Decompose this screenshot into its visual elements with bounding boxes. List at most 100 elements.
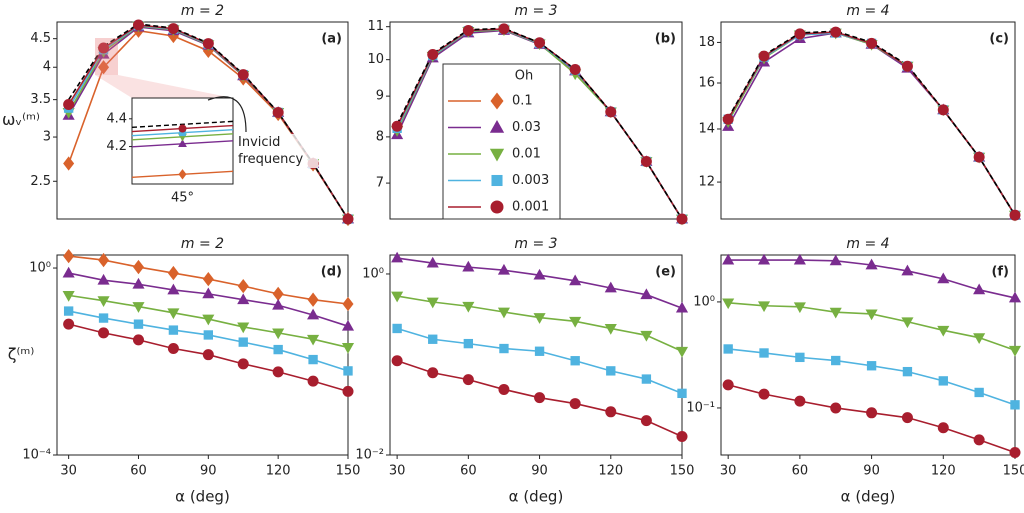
panel-label: (b) bbox=[655, 32, 676, 47]
marker bbox=[342, 385, 354, 397]
marker bbox=[570, 356, 580, 366]
marker bbox=[676, 431, 688, 443]
marker bbox=[604, 281, 617, 293]
y-tick-label: 7 bbox=[376, 176, 384, 191]
marker bbox=[722, 379, 734, 391]
marker bbox=[640, 415, 652, 427]
marker bbox=[167, 265, 179, 281]
series-line bbox=[727, 32, 1016, 216]
inviscid-line bbox=[727, 30, 1016, 216]
x-axis-label: α (deg) bbox=[509, 488, 564, 506]
marker bbox=[178, 169, 187, 180]
panel-label: (e) bbox=[655, 265, 676, 280]
marker bbox=[722, 253, 735, 265]
marker bbox=[426, 256, 439, 268]
y-tick-label: 8 bbox=[376, 129, 384, 144]
marker bbox=[307, 308, 320, 320]
marker bbox=[757, 301, 771, 313]
marker bbox=[168, 325, 179, 335]
marker bbox=[534, 346, 545, 356]
marker bbox=[97, 296, 110, 308]
series-line bbox=[727, 31, 1016, 216]
y-tick-label: 11 bbox=[367, 19, 384, 34]
series-line bbox=[727, 32, 1016, 216]
marker bbox=[490, 200, 504, 214]
x-tick-label: 120 bbox=[598, 464, 623, 479]
y-tick-label: 3.5 bbox=[30, 92, 51, 107]
marker bbox=[829, 254, 842, 266]
marker bbox=[675, 301, 689, 313]
marker bbox=[640, 156, 652, 168]
marker bbox=[238, 337, 248, 347]
marker bbox=[569, 274, 582, 286]
marker bbox=[723, 344, 733, 354]
x-tick-label: 60 bbox=[130, 464, 147, 479]
marker bbox=[98, 42, 110, 54]
panel-title: m = 2 bbox=[181, 3, 224, 19]
inset-y-tick-label: 4.2 bbox=[106, 139, 127, 154]
x-tick-label: 90 bbox=[531, 464, 548, 479]
annotation: Invicid frequency bbox=[238, 134, 318, 168]
marker bbox=[237, 358, 249, 370]
marker bbox=[604, 324, 617, 335]
marker bbox=[133, 319, 144, 329]
marker bbox=[273, 344, 283, 355]
marker bbox=[641, 374, 652, 384]
marker bbox=[272, 106, 284, 118]
panel-label: (c) bbox=[989, 32, 1009, 47]
x-axis-label: α (deg) bbox=[175, 488, 230, 506]
marker bbox=[167, 283, 180, 295]
marker bbox=[63, 156, 75, 171]
marker bbox=[937, 422, 949, 434]
marker bbox=[63, 99, 75, 111]
legend-label: 0.003 bbox=[512, 173, 549, 188]
x-tick-label: 30 bbox=[60, 464, 77, 479]
marker bbox=[343, 366, 353, 376]
y-tick-label: 10⁰ bbox=[29, 261, 51, 276]
marker bbox=[902, 366, 913, 377]
x-tick-label: 150 bbox=[336, 464, 361, 479]
marker bbox=[178, 139, 187, 147]
x-tick-label: 60 bbox=[792, 464, 809, 479]
x-tick-label: 120 bbox=[931, 464, 956, 479]
marker bbox=[901, 317, 914, 329]
marker bbox=[794, 395, 806, 407]
marker bbox=[98, 313, 109, 323]
marker bbox=[202, 287, 215, 299]
x-tick-label: 120 bbox=[266, 464, 291, 479]
marker bbox=[758, 50, 770, 62]
marker bbox=[167, 342, 179, 354]
x-tick-label: 150 bbox=[1003, 464, 1024, 479]
marker bbox=[391, 291, 404, 303]
marker bbox=[489, 148, 505, 162]
y-tick-label: 4 bbox=[43, 60, 51, 75]
marker bbox=[202, 38, 214, 50]
marker bbox=[901, 60, 913, 72]
marker bbox=[866, 407, 878, 419]
y-tick-label: 10⁰ bbox=[693, 294, 715, 309]
marker bbox=[606, 366, 616, 376]
marker bbox=[308, 354, 318, 365]
marker bbox=[499, 343, 509, 354]
marker bbox=[937, 104, 949, 116]
y-tick-label: 12 bbox=[698, 175, 715, 190]
marker bbox=[722, 113, 734, 125]
marker bbox=[569, 316, 582, 328]
y-tick-label: 10⁻² bbox=[355, 448, 384, 463]
marker bbox=[866, 361, 877, 371]
marker bbox=[272, 366, 284, 378]
marker bbox=[497, 263, 511, 275]
inset-inviscid-line bbox=[131, 120, 234, 129]
marker bbox=[462, 260, 475, 272]
marker bbox=[462, 301, 475, 313]
panel-title: m = 3 bbox=[514, 236, 557, 252]
marker bbox=[937, 325, 950, 337]
legend-box bbox=[442, 63, 561, 220]
series-line bbox=[728, 348, 1016, 406]
marker bbox=[497, 307, 511, 319]
marker bbox=[865, 309, 878, 321]
plot-frame bbox=[720, 21, 1016, 220]
marker bbox=[272, 328, 285, 340]
marker bbox=[202, 271, 214, 287]
